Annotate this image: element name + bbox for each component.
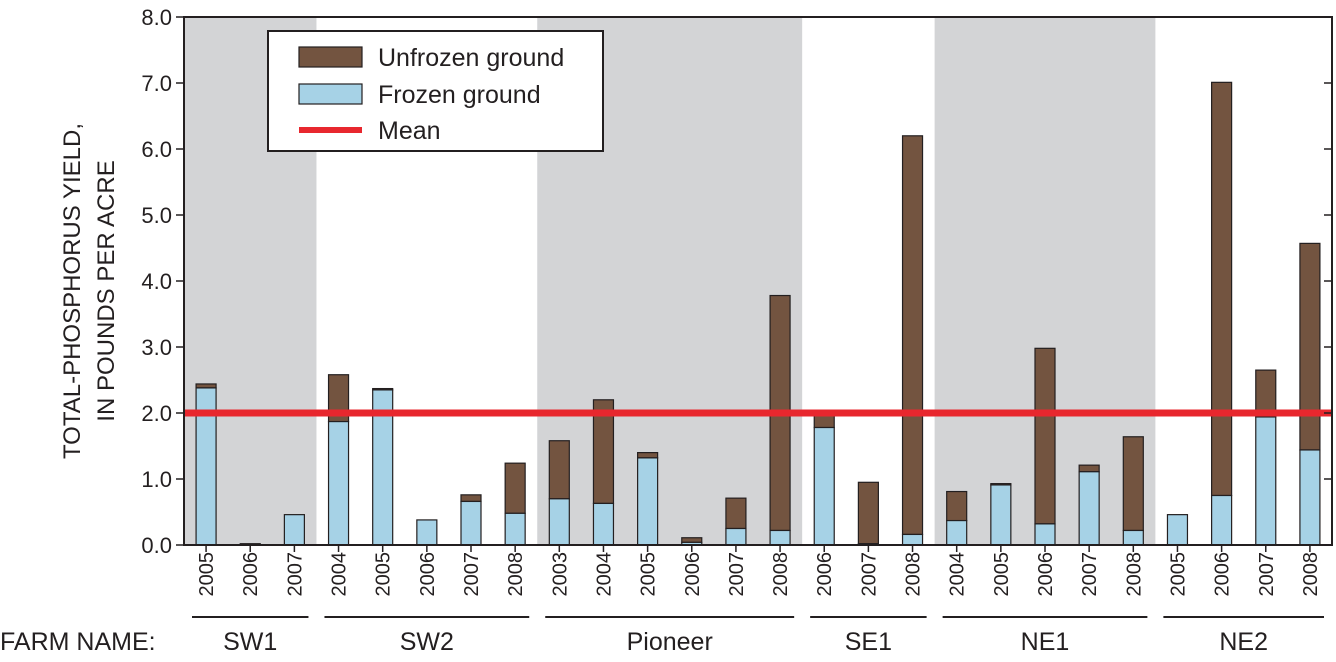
legend-label-mean: Mean [378, 117, 441, 145]
y-tick-label: 7.0 [141, 71, 172, 96]
year-label-ne1-2004: 2004 [947, 552, 969, 597]
y-tick-label: 8.0 [141, 5, 172, 30]
bar-frozen-sw1-2007 [283, 514, 305, 546]
bar-frozen-ne2-2005 [1166, 514, 1189, 546]
bar-frozen-se1-2006 [813, 426, 835, 546]
bar-frozen-ne2-2008 [1299, 449, 1321, 546]
bar-frozen-ne1-2008 [1122, 529, 1144, 546]
bar-frozen-pioneer-2005 [637, 457, 659, 546]
year-label-sw1-2005: 2005 [196, 552, 218, 597]
year-label-sw2-2005: 2005 [373, 552, 395, 597]
year-label-ne1-2008: 2008 [1123, 552, 1145, 597]
year-label-pioneer-2004: 2004 [593, 552, 615, 597]
bar-frozen-ne1-2007 [1078, 471, 1100, 546]
year-label-se1-2007: 2007 [858, 552, 880, 597]
bar-unfrozen-pioneer-2006 [681, 537, 703, 543]
bar-frozen-ne1-2006 [1034, 523, 1056, 546]
year-label-ne1-2006: 2006 [1035, 552, 1057, 597]
year-label-sw2-2007: 2007 [461, 552, 483, 597]
bar-frozen-pioneer-2003 [548, 498, 570, 546]
bar-unfrozen-se1-2008 [901, 135, 924, 536]
farm-label-se1: SE1 [845, 628, 892, 656]
farm-label-sw1: SW1 [223, 628, 277, 656]
farm-name-axis-label: FARM NAME: [0, 628, 156, 656]
y-tick-label: 2.0 [141, 401, 172, 426]
y-tick-label: 0.0 [141, 533, 172, 558]
bar-unfrozen-pioneer-2007 [725, 497, 747, 530]
year-label-se1-2006: 2006 [814, 552, 836, 597]
bar-unfrozen-pioneer-2005 [637, 452, 659, 459]
year-label-pioneer-2007: 2007 [726, 552, 748, 597]
year-label-pioneer-2006: 2006 [682, 552, 704, 597]
y-tick-label: 4.0 [141, 269, 172, 294]
y-tick-label: 6.0 [141, 137, 172, 162]
year-label-ne2-2008: 2008 [1300, 552, 1322, 597]
year-label-ne2-2007: 2007 [1256, 552, 1278, 597]
year-label-ne2-2006: 2006 [1212, 552, 1234, 597]
bar-frozen-pioneer-2007 [725, 527, 747, 546]
year-label-ne1-2007: 2007 [1079, 552, 1101, 597]
bar-frozen-sw2-2006 [416, 519, 438, 546]
bar-frozen-sw2-2004 [327, 420, 350, 546]
legend: Unfrozen ground Frozen ground Mean [267, 30, 604, 152]
bar-unfrozen-ne2-2008 [1299, 242, 1321, 451]
year-label-sw2-2006: 2006 [417, 552, 439, 597]
year-label-ne2-2005: 2005 [1167, 552, 1189, 597]
farm-label-pioneer: Pioneer [627, 628, 713, 656]
bar-frozen-sw2-2008 [504, 512, 526, 546]
bar-unfrozen-pioneer-2003 [548, 440, 570, 500]
bar-unfrozen-ne1-2007 [1078, 464, 1100, 473]
year-label-sw1-2006: 2006 [240, 552, 262, 597]
y-tick-label: 3.0 [141, 335, 172, 360]
bar-unfrozen-ne1-2008 [1122, 436, 1144, 532]
bar-frozen-ne2-2007 [1255, 416, 1277, 546]
farm-label-sw2: SW2 [400, 628, 454, 656]
farm-label-ne1: NE1 [1021, 628, 1070, 656]
bar-frozen-ne2-2006 [1211, 494, 1233, 546]
y-axis-title-line: IN POUNDS PER ACRE [93, 160, 120, 421]
bar-unfrozen-ne2-2006 [1211, 81, 1233, 497]
year-label-pioneer-2003: 2003 [549, 552, 571, 597]
year-label-se1-2008: 2008 [903, 552, 925, 597]
legend-swatch-frozen [298, 83, 363, 105]
legend-swatch-unfrozen [298, 46, 363, 68]
bar-frozen-sw2-2007 [460, 500, 482, 546]
year-label-pioneer-2008: 2008 [770, 552, 792, 597]
bar-frozen-ne1-2005 [990, 484, 1012, 546]
bar-unfrozen-ne1-2006 [1034, 347, 1056, 525]
bar-unfrozen-se1-2007 [857, 481, 879, 545]
year-label-ne1-2005: 2005 [991, 552, 1013, 597]
bar-frozen-se1-2008 [901, 533, 924, 546]
y-tick-label: 1.0 [141, 467, 172, 492]
y-axis-title-line: TOTAL-PHOSPHORUS YIELD, [59, 123, 86, 459]
legend-label-unfrozen: Unfrozen ground [378, 44, 564, 72]
year-label-pioneer-2005: 2005 [638, 552, 660, 597]
y-tick-label: 5.0 [141, 203, 172, 228]
bar-frozen-pioneer-2004 [592, 502, 615, 546]
bar-unfrozen-ne1-2004 [946, 490, 968, 522]
bar-unfrozen-sw2-2007 [460, 494, 482, 503]
bar-frozen-ne1-2004 [946, 519, 968, 546]
year-label-sw2-2008: 2008 [505, 552, 527, 597]
year-label-sw2-2004: 2004 [329, 552, 351, 597]
legend-label-frozen: Frozen ground [378, 81, 541, 109]
bar-unfrozen-sw2-2008 [504, 462, 526, 514]
farm-label-ne2: NE2 [1219, 628, 1268, 656]
bar-frozen-pioneer-2008 [769, 529, 791, 546]
year-label-sw1-2007: 2007 [284, 552, 306, 597]
